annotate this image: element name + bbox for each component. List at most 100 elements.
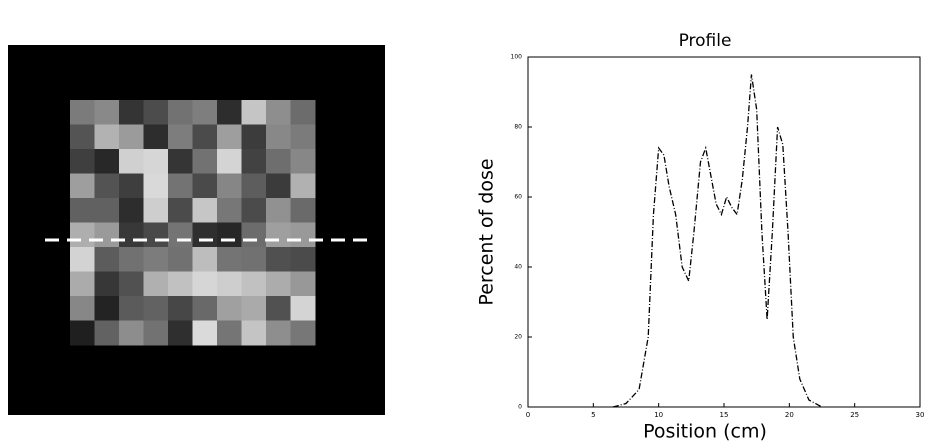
dose-cell [119,247,144,272]
dose-cell [119,149,144,174]
x-tick-label: 0 [526,411,530,419]
dose-cell [242,247,267,272]
dose-cell [70,296,95,321]
dose-cell [168,223,193,248]
dose-cell [242,321,267,346]
dose-cell [144,321,169,346]
dose-cell [144,149,169,174]
dose-cell [217,296,242,321]
dose-cell [144,125,169,150]
chart-title: Profile [679,31,732,51]
dose-cell [291,272,316,297]
dose-cell [242,174,267,199]
dose-cell [242,223,267,248]
dose-cell [144,296,169,321]
dose-cell [144,174,169,199]
dose-map [70,100,316,346]
dose-cell [95,247,120,272]
dose-cell [95,149,120,174]
dose-cell [291,296,316,321]
dose-cell [291,247,316,272]
dose-cell [193,198,218,223]
dose-cell [70,149,95,174]
x-axis-label: Position (cm) [643,421,767,443]
y-tick-label: 20 [514,334,522,341]
dose-cell [193,100,218,125]
x-tick-label: 15 [720,411,729,419]
dose-cell [242,198,267,223]
dose-cell [70,321,95,346]
y-tick-label: 80 [514,124,522,131]
dose-cell [144,100,169,125]
dose-cell [95,198,120,223]
dose-cell [193,149,218,174]
dose-cell [119,174,144,199]
y-tick-label: 40 [514,264,522,271]
dose-cell [242,100,267,125]
dose-cell [70,100,95,125]
y-axis-label: Percent of dose [476,158,498,305]
dose-cell [291,223,316,248]
dose-cell [193,125,218,150]
dose-cell [168,296,193,321]
dose-cell [217,198,242,223]
x-tick-label: 20 [785,411,794,419]
dose-cell [291,198,316,223]
y-tick-label: 0 [518,404,522,411]
dose-cell [144,272,169,297]
dose-cell [242,296,267,321]
x-tick-label: 25 [850,411,859,419]
dose-cell [217,247,242,272]
dose-cell [95,125,120,150]
dose-cell [70,125,95,150]
dose-cell [144,198,169,223]
dose-cell [217,100,242,125]
dose-cell [266,247,291,272]
dose-cell [266,125,291,150]
dose-cell [168,272,193,297]
dose-cell [119,100,144,125]
dose-cell [95,272,120,297]
dose-cell [266,198,291,223]
dose-cell [168,198,193,223]
dose-cell [291,174,316,199]
profile-line [613,75,822,408]
dose-cell [217,321,242,346]
dose-cell [266,272,291,297]
dose-cell [119,198,144,223]
dose-cell [291,100,316,125]
dose-cell [266,296,291,321]
dose-cell [266,321,291,346]
dose-cell [95,321,120,346]
dose-cell [217,149,242,174]
dose-cell [168,100,193,125]
dose-cell [193,321,218,346]
dose-cell [266,100,291,125]
dose-cell [217,174,242,199]
dose-cell [95,100,120,125]
dose-cell [70,247,95,272]
y-tick-label: 100 [511,54,523,61]
dose-cell [291,125,316,150]
dose-cell [70,174,95,199]
dose-cell [242,272,267,297]
dose-cell [217,272,242,297]
dose-cell [291,321,316,346]
dose-cell [193,247,218,272]
dose-cell [242,149,267,174]
x-tick-label: 30 [916,411,925,419]
dose-cell [266,223,291,248]
dose-cell [193,272,218,297]
dose-cell [119,272,144,297]
dose-cell [70,223,95,248]
dose-cell [95,174,120,199]
dose-cell [70,198,95,223]
dose-cell [119,223,144,248]
dose-cell [266,174,291,199]
plot-frame [528,57,920,407]
dose-cell [168,125,193,150]
dose-cell [217,223,242,248]
dose-cell [168,247,193,272]
dose-cell [242,125,267,150]
dose-cell [95,296,120,321]
